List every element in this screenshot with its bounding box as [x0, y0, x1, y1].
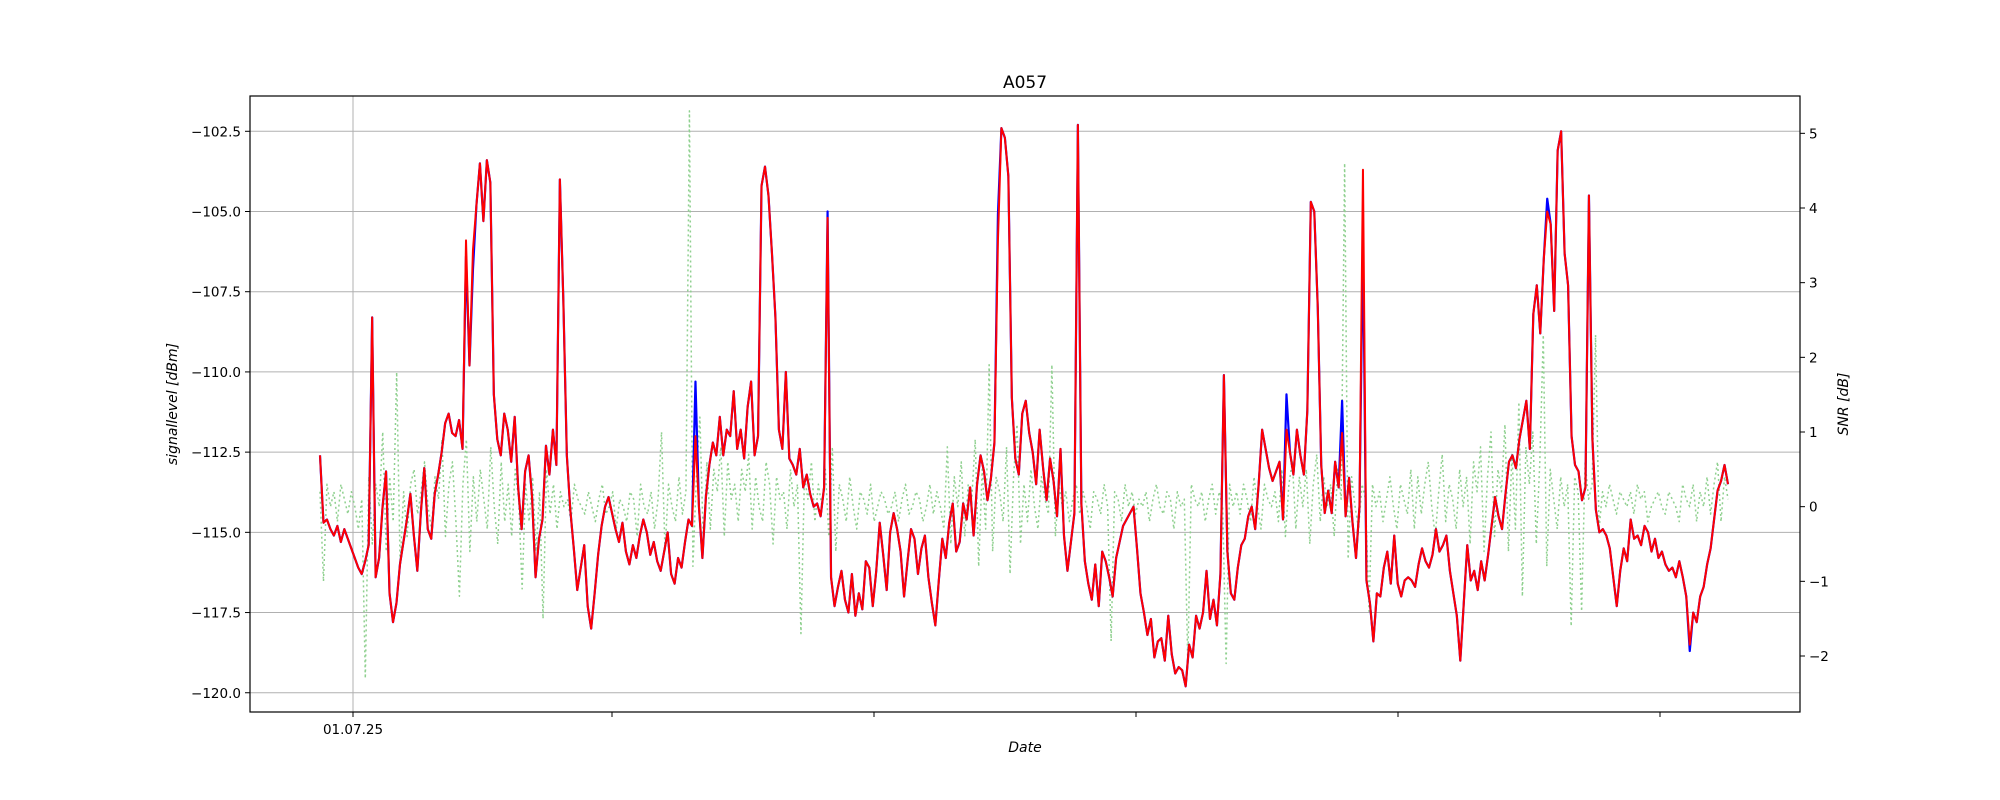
grid-lines — [250, 96, 1800, 712]
y-right-tick-label: 3 — [1809, 276, 1818, 292]
y-axis-right-title: SNR [dB] — [1836, 373, 1852, 436]
y-left-tick-label: −117.5 — [191, 606, 241, 622]
y-left-tick-label: −107.5 — [191, 285, 241, 301]
x-axis-title: Date — [1008, 740, 1041, 756]
y-left-tick-label: −105.0 — [191, 205, 241, 221]
y-right-tick-label: −1 — [1809, 574, 1829, 590]
y-right-tick-label: 2 — [1809, 350, 1818, 366]
y-right-tick-label: 0 — [1809, 500, 1818, 516]
snr-line — [319, 110, 1729, 680]
y-left-tick-label: −110.0 — [191, 365, 241, 381]
plot-frame — [249, 95, 1801, 713]
chart-title: A057 — [1003, 73, 1047, 93]
y-left-tick-label: −115.0 — [191, 525, 241, 541]
axis-ticks: −120.0−117.5−115.0−112.5−110.0−107.5−105… — [191, 124, 1829, 738]
y-right-tick-label: −2 — [1809, 649, 1829, 665]
series-group — [318, 110, 1730, 688]
y-axis-left-title: signallevel [dBm] — [165, 343, 181, 465]
y-left-tick-label: −120.0 — [191, 686, 241, 702]
signal-line-red — [319, 123, 1729, 688]
y-left-tick-label: −112.5 — [191, 445, 241, 461]
y-left-tick-label: −102.5 — [191, 124, 241, 140]
x-tick-label: 01.07.25 — [323, 722, 383, 738]
y-right-tick-label: 1 — [1809, 425, 1818, 441]
y-right-tick-label: 4 — [1809, 201, 1818, 217]
y-right-tick-label: 5 — [1809, 126, 1818, 142]
